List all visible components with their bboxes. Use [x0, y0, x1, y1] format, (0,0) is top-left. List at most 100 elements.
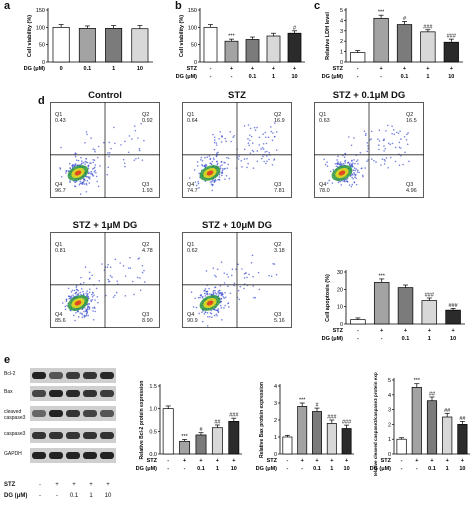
panel-label-e: e	[4, 354, 11, 366]
event-dot	[193, 169, 196, 171]
event-dot	[256, 150, 259, 152]
event-dot	[383, 150, 385, 152]
blot-band	[32, 390, 46, 397]
event-dot	[274, 122, 276, 124]
event-dot	[84, 179, 86, 181]
condition-value: +	[216, 458, 219, 464]
event-dot	[79, 182, 82, 185]
event-dot	[361, 174, 364, 177]
event-dot	[88, 271, 91, 274]
event-dot	[256, 160, 259, 163]
chart-cell-viability-b: Cell viability (%) 0 50 100 150 *** # STZ - + + + + D…	[176, 8, 305, 80]
event-dot	[220, 298, 223, 300]
event-dot	[225, 174, 228, 177]
flow-plot: Q1 0.62 Q2 3.18 Q4 90.9 Q3 5.16	[182, 232, 292, 328]
blot-band	[100, 432, 114, 439]
event-dot	[215, 144, 218, 146]
quadrant-q3-label: Q3 7.81	[274, 182, 285, 194]
bar	[457, 424, 468, 455]
event-dot	[357, 163, 359, 165]
event-dot	[351, 183, 354, 186]
y-tick-label: 1.0	[149, 407, 157, 413]
event-dot	[385, 157, 388, 159]
event-dot	[384, 160, 386, 162]
event-dot	[271, 164, 274, 166]
event-dot	[394, 160, 397, 163]
density-core-inner	[206, 170, 214, 176]
event-dot	[205, 270, 208, 272]
bar	[105, 28, 123, 63]
event-dot	[397, 132, 400, 135]
event-dot	[211, 179, 214, 182]
event-dot	[101, 263, 103, 265]
event-dot	[84, 163, 86, 166]
condition-value: +	[380, 328, 383, 334]
event-dot	[352, 162, 354, 164]
y-axis-label: Cell viability (%)	[27, 15, 33, 57]
event-dot	[96, 295, 99, 298]
condition-value: +	[446, 458, 449, 464]
quadrant-name: Q3	[142, 312, 150, 318]
event-dot	[90, 299, 92, 302]
event-dot	[138, 149, 141, 152]
chart-cleaved-caspase3-expression: Relative cleaved caspase3/caspase3 prote…	[370, 372, 470, 476]
event-dot	[262, 143, 265, 145]
event-dot	[345, 180, 348, 182]
event-dot	[197, 182, 200, 185]
event-dot	[219, 304, 222, 307]
event-dot	[344, 159, 347, 162]
flow-plot-canvas	[182, 102, 292, 198]
event-dot	[107, 263, 109, 266]
condition-value: -	[231, 74, 233, 80]
event-dot	[108, 141, 111, 144]
quadrant-q2-label: Q2 16.5	[406, 112, 417, 124]
quadrant-percentage: 5.16	[274, 318, 285, 324]
event-dot	[334, 162, 337, 165]
condition-value: +	[315, 458, 318, 464]
event-dot	[332, 168, 335, 171]
event-dot	[80, 276, 82, 279]
event-dot	[85, 309, 88, 312]
event-dot	[94, 164, 97, 166]
event-dot	[227, 276, 230, 278]
event-dot	[132, 280, 134, 283]
event-dot	[86, 308, 89, 311]
condition-value: -	[210, 66, 212, 72]
event-dot	[337, 181, 340, 184]
event-dot	[215, 142, 218, 144]
event-dot	[210, 180, 213, 183]
event-dot	[88, 177, 91, 180]
event-dot	[94, 310, 96, 313]
event-dot	[398, 164, 401, 167]
event-dot	[218, 292, 221, 294]
event-dot	[342, 162, 345, 165]
condition-value: -	[357, 66, 359, 72]
event-dot	[218, 179, 221, 181]
event-dot	[82, 161, 85, 164]
event-dot	[77, 159, 80, 162]
event-dot	[208, 293, 211, 295]
event-dot	[256, 126, 258, 129]
event-dot	[273, 135, 276, 138]
blot-band	[66, 432, 80, 439]
event-dot	[209, 181, 212, 183]
y-tick-label: 0.5	[149, 429, 157, 435]
y-tick-label: 150	[188, 8, 197, 14]
event-dot	[188, 177, 191, 179]
event-dot	[367, 147, 369, 150]
blot-band	[83, 452, 97, 459]
event-dot	[262, 148, 265, 150]
event-dot	[84, 307, 86, 309]
event-dot	[243, 148, 246, 151]
event-dot	[200, 158, 202, 161]
event-dot	[85, 161, 88, 163]
event-dot	[95, 175, 98, 178]
quadrant-q1-label: Q1 0.43	[55, 112, 66, 124]
bar	[297, 406, 308, 455]
event-dot	[92, 161, 94, 164]
event-dot	[214, 180, 217, 182]
significance-mark: #	[293, 25, 297, 31]
condition-value: -	[401, 458, 403, 464]
event-dot	[143, 281, 146, 283]
blot-row-label: Bcl-2	[4, 371, 16, 377]
